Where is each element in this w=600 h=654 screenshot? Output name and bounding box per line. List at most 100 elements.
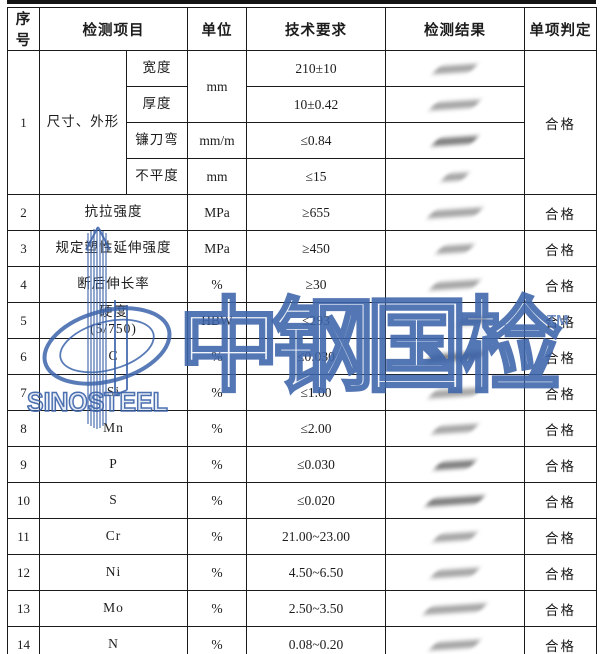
result-cell xyxy=(385,266,525,303)
item-cell: Cr xyxy=(39,518,188,555)
verdict-cell: 合格 xyxy=(524,482,597,519)
verdict-cell: 合格 xyxy=(524,518,597,555)
requirement-cell: ≤0.84 xyxy=(246,122,386,159)
result-cell xyxy=(385,518,525,555)
sub-item-cell: 不平度 xyxy=(126,158,188,195)
requirement-cell: ≥450 xyxy=(246,230,386,267)
unit-cell: % xyxy=(187,518,247,555)
item-cell: C xyxy=(39,338,188,375)
item-cell: S xyxy=(39,482,188,519)
result-cell xyxy=(385,194,525,231)
result-cell xyxy=(385,410,525,447)
blurred-result xyxy=(430,567,480,578)
header-requirement: 技术要求 xyxy=(246,7,386,51)
header-item: 检测项目 xyxy=(39,7,188,51)
blurred-result xyxy=(456,315,490,326)
requirement-cell: 2.50~3.50 xyxy=(246,590,386,627)
requirement-cell: 0.08~0.20 xyxy=(246,626,386,654)
verdict-cell: 合格 xyxy=(524,410,597,447)
blurred-result xyxy=(433,459,477,470)
blurred-result xyxy=(429,638,481,651)
requirement-cell: ≤293 xyxy=(246,302,386,339)
verdict-cell: 合格 xyxy=(524,554,597,591)
seq-cell: 8 xyxy=(7,410,40,447)
seq-cell: 6 xyxy=(7,338,40,375)
verdict-cell: 合格 xyxy=(524,302,597,339)
header-unit: 单位 xyxy=(187,7,247,51)
header-seq: 序号 xyxy=(7,7,40,51)
blurred-result xyxy=(429,278,481,291)
table-row: 4 断后伸长率 % ≥30 合格 xyxy=(7,266,597,303)
blurred-result xyxy=(422,602,488,615)
unit-cell: % xyxy=(187,626,247,654)
header-verdict: 单项判定 xyxy=(524,7,597,51)
unit-cell: MPa xyxy=(187,194,247,231)
result-cell xyxy=(385,482,525,519)
requirement-cell: 21.00~23.00 xyxy=(246,518,386,555)
unit-cell: mm xyxy=(187,50,247,123)
blurred-result xyxy=(432,63,478,74)
item-cell: 断后伸长率 xyxy=(39,266,188,303)
unit-cell: % xyxy=(187,338,247,375)
top-thick-rule xyxy=(7,0,596,4)
unit-cell: % xyxy=(187,590,247,627)
requirement-cell: ≥30 xyxy=(246,266,386,303)
seq-cell: 1 xyxy=(7,50,40,195)
blurred-result xyxy=(435,243,475,254)
item-cell: Mo xyxy=(39,590,188,627)
result-cell xyxy=(385,554,525,591)
verdict-cell: 合格 xyxy=(524,374,597,411)
requirement-cell: 10±0.42 xyxy=(246,86,386,123)
verdict-cell: 合格 xyxy=(524,194,597,231)
table-row: 厚度 10±0.42 xyxy=(8,86,597,123)
item-cell: P xyxy=(39,446,188,483)
table-row: 2 抗拉强度 MPa ≥655 合格 xyxy=(7,194,597,231)
sub-item-cell: 镰刀弯 xyxy=(126,122,188,159)
unit-cell: % xyxy=(187,374,247,411)
requirement-cell: 210±10 xyxy=(246,50,386,87)
item-cell: Ni xyxy=(39,554,188,591)
header-result: 检测结果 xyxy=(385,7,525,51)
seq-cell: 9 xyxy=(7,446,40,483)
table-row: 8 Mn % ≤2.00 合格 xyxy=(7,410,597,447)
sub-item-cell: 厚度 xyxy=(126,86,188,123)
unit-cell: % xyxy=(187,554,247,591)
blurred-result xyxy=(426,206,484,219)
seq-cell: 13 xyxy=(7,590,40,627)
seq-cell: 3 xyxy=(7,230,40,267)
verdict-cell: 合格 xyxy=(524,230,597,267)
table-header-row: 序号 检测项目 单位 技术要求 检测结果 单项判定 xyxy=(7,7,597,51)
verdict-cell: 合格 xyxy=(524,50,597,195)
table-row: 5 硬度 (5/750) HBW ≤293 合格 xyxy=(7,302,597,339)
table-row: 14 N % 0.08~0.20 合格 xyxy=(7,626,597,654)
result-cell xyxy=(385,230,525,267)
inspection-results-table: 序号 检测项目 单位 技术要求 检测结果 单项判定 1 尺寸、外形 宽度 mm … xyxy=(7,7,597,654)
result-cell xyxy=(385,626,525,654)
unit-cell: % xyxy=(187,410,247,447)
unit-cell: MPa xyxy=(187,230,247,267)
table-row: 11 Cr % 21.00~23.00 合格 xyxy=(7,518,597,555)
result-cell xyxy=(385,590,525,627)
verdict-cell: 合格 xyxy=(524,590,597,627)
blurred-result xyxy=(424,350,486,363)
table-row: 9 P % ≤0.030 合格 xyxy=(7,446,597,483)
unit-cell: % xyxy=(187,482,247,519)
item-cell: Mn xyxy=(39,410,188,447)
result-cell xyxy=(385,86,525,123)
item-cell: 硬度 (5/750) xyxy=(39,302,188,339)
requirement-cell: ≤1.00 xyxy=(246,374,386,411)
result-cell xyxy=(385,446,525,483)
unit-cell: HBW xyxy=(187,302,247,339)
seq-cell: 4 xyxy=(7,266,40,303)
requirement-cell: ≤0.030 xyxy=(246,446,386,483)
blurred-result xyxy=(431,423,479,434)
item-cell: 规定塑性延伸强度 xyxy=(39,230,188,267)
result-cell xyxy=(385,338,525,375)
unit-cell: mm xyxy=(187,158,247,195)
blurred-result xyxy=(424,494,486,507)
blurred-result xyxy=(440,171,470,182)
blurred-result xyxy=(431,135,479,146)
table-row: 6 C % ≤0.030 合格 xyxy=(7,338,597,375)
verdict-cell: 合格 xyxy=(524,338,597,375)
